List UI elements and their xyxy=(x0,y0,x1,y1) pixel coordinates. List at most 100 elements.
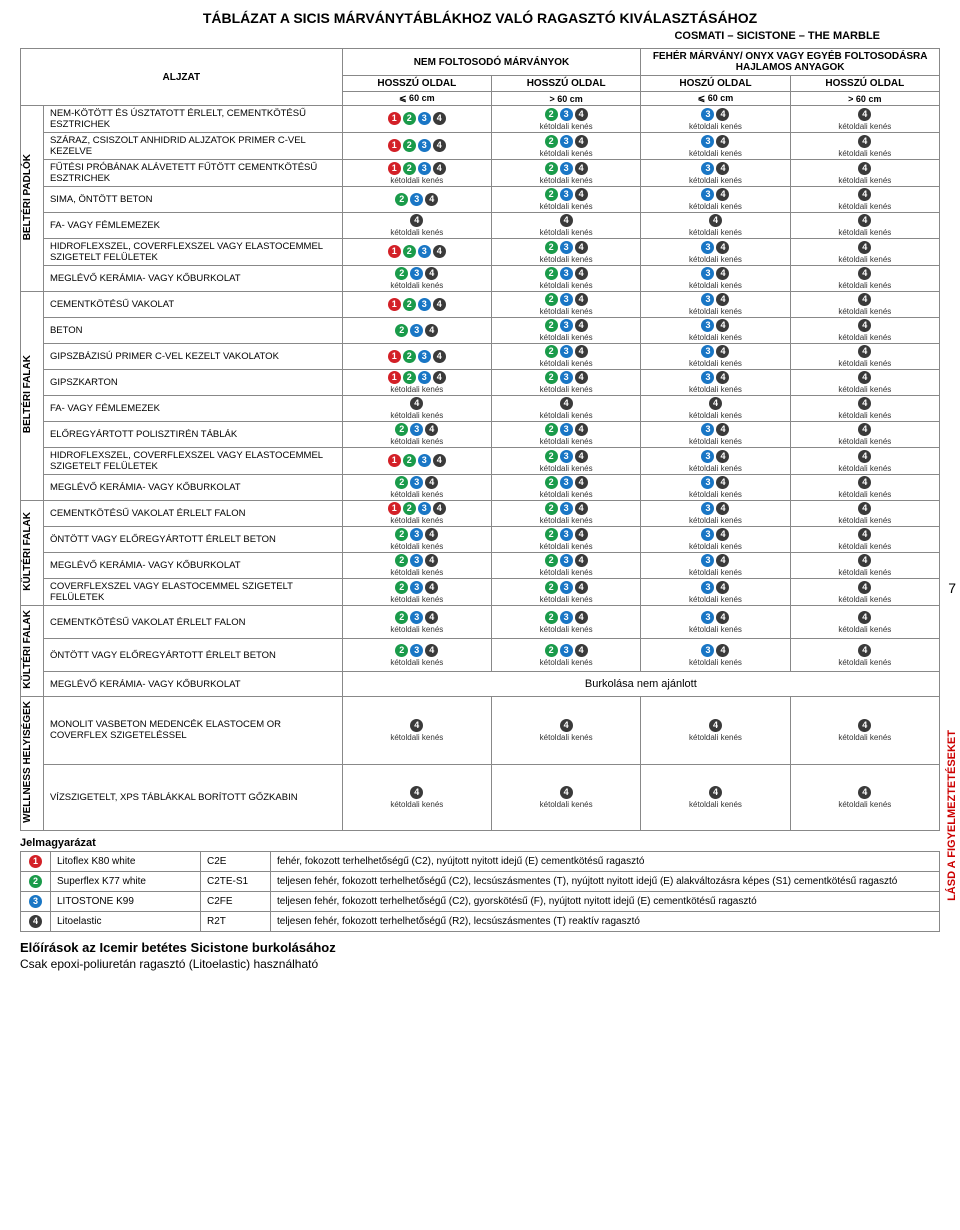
data-cell: 4kétoldali kenés xyxy=(790,579,939,606)
data-cell: 34kétoldali kenés xyxy=(641,370,790,396)
data-cell: 4kétoldali kenés xyxy=(342,764,491,830)
section-label: KÜLTÉRI FALAK xyxy=(21,606,44,697)
c3a: HOSZÚ OLDAL xyxy=(641,76,790,92)
data-cell: 1234 xyxy=(342,239,491,266)
data-cell: 4kétoldali kenés xyxy=(790,553,939,579)
row-label: MEGLÉVŐ KERÁMIA- VAGY KŐBURKOLAT xyxy=(43,553,342,579)
data-cell: 4kétoldali kenés xyxy=(790,501,939,527)
data-cell: 4kétoldali kenés xyxy=(790,527,939,553)
data-cell: 234kétoldali kenés xyxy=(491,344,640,370)
data-cell: 34kétoldali kenés xyxy=(641,318,790,344)
data-cell: 4kétoldali kenés xyxy=(342,396,491,422)
data-cell: 234kétoldali kenés xyxy=(342,553,491,579)
data-cell: 4kétoldali kenés xyxy=(790,422,939,448)
legend-name: Litoelastic xyxy=(51,911,201,931)
data-cell: 4kétoldali kenés xyxy=(491,764,640,830)
data-cell: 234kétoldali kenés xyxy=(491,133,640,160)
page: TÁBLÁZAT A SICIS MÁRVÁNYTÁBLÁKHOZ VALÓ R… xyxy=(0,0,960,981)
section-label: KÜLTÉRI FALAK xyxy=(21,501,44,606)
data-cell: 4kétoldali kenés xyxy=(790,475,939,501)
c2b: > 60 cm xyxy=(491,92,640,106)
data-cell: 1234 xyxy=(342,344,491,370)
c4b: > 60 cm xyxy=(790,92,939,106)
not-recommended: Burkolása nem ajánlott xyxy=(342,672,939,696)
data-cell: 234kétoldali kenés xyxy=(491,606,640,639)
data-cell: 234kétoldali kenés xyxy=(342,606,491,639)
row-label: ÖNTÖTT VAGY ELŐREGYÁRTOTT ÉRLELT BETON xyxy=(43,527,342,553)
data-cell: 4kétoldali kenés xyxy=(790,133,939,160)
data-cell: 234kétoldali kenés xyxy=(491,501,640,527)
data-cell: 4kétoldali kenés xyxy=(491,213,640,239)
data-cell: 234kétoldali kenés xyxy=(342,579,491,606)
row-label: MEGLÉVŐ KERÁMIA- VAGY KŐBURKOLAT xyxy=(43,672,342,696)
c1a: HOSSZÚ OLDAL xyxy=(342,76,491,92)
legend-table: 1Litoflex K80 whiteC2Efehér, fokozott te… xyxy=(20,851,940,932)
data-cell: 234kétoldali kenés xyxy=(491,553,640,579)
legend-dot: 1 xyxy=(21,851,51,871)
legend-name: Superflex K77 white xyxy=(51,871,201,891)
footer-line-1: Előírások az Icemir betétes Sicistone bu… xyxy=(20,940,940,955)
row-label: NEM-KÖTÖTT ÉS ÚSZTATOTT ÉRLELT, CEMENTKÖ… xyxy=(43,106,342,133)
data-cell: 234kétoldali kenés xyxy=(491,292,640,318)
legend-desc: teljesen fehér, fokozott terhelhetőségű … xyxy=(271,911,940,931)
data-cell: 4kétoldali kenés xyxy=(790,696,939,764)
data-cell: 4kétoldali kenés xyxy=(342,213,491,239)
data-cell: 234kétoldali kenés xyxy=(342,475,491,501)
row-label: HIDROFLEXSZEL, COVERFLEXSZEL VAGY ELASTO… xyxy=(43,448,342,475)
row-label: ELŐREGYÁRTOTT POLISZTIRÉN TÁBLÁK xyxy=(43,422,342,448)
data-cell: 34kétoldali kenés xyxy=(641,639,790,672)
row-label: SIMA, ÖNTÖTT BETON xyxy=(43,187,342,213)
data-cell: 1234 xyxy=(342,292,491,318)
data-cell: 34kétoldali kenés xyxy=(641,106,790,133)
data-cell: 234kétoldali kenés xyxy=(342,527,491,553)
data-cell: 4kétoldali kenés xyxy=(790,396,939,422)
legend-desc: teljesen fehér, fokozott terhelhetőségű … xyxy=(271,891,940,911)
data-cell: 34kétoldali kenés xyxy=(641,239,790,266)
main-table: ALJZAT NEM FOLTOSODÓ MÁRVÁNYOK FEHÉR MÁR… xyxy=(20,48,940,831)
data-cell: 4kétoldali kenés xyxy=(641,764,790,830)
data-cell: 234kétoldali kenés xyxy=(491,106,640,133)
data-cell: 34kétoldali kenés xyxy=(641,266,790,292)
data-cell: 34kétoldali kenés xyxy=(641,344,790,370)
data-cell: 34kétoldali kenés xyxy=(641,527,790,553)
legend-desc: fehér, fokozott terhelhetőségű (C2), nyú… xyxy=(271,851,940,871)
row-label: GIPSZKARTON xyxy=(43,370,342,396)
legend-code: C2E xyxy=(201,851,271,871)
data-cell: 234kétoldali kenés xyxy=(491,187,640,213)
data-cell: 1234kétoldali kenés xyxy=(342,501,491,527)
section-label: BELTÉRI PADLÓK xyxy=(21,106,44,292)
data-cell: 4kétoldali kenés xyxy=(641,213,790,239)
data-cell: 4kétoldali kenés xyxy=(790,606,939,639)
row-label: MEGLÉVŐ KERÁMIA- VAGY KŐBURKOLAT xyxy=(43,475,342,501)
c4a: HOSSZÚ OLDAL xyxy=(790,76,939,92)
row-label: COVERFLEXSZEL VAGY ELASTOCEMMEL SZIGETEL… xyxy=(43,579,342,606)
row-label: FA- VAGY FÉMLEMEZEK xyxy=(43,213,342,239)
data-cell: 4kétoldali kenés xyxy=(790,160,939,187)
data-cell: 4kétoldali kenés xyxy=(491,696,640,764)
section-label: WELLNESS HELYISÉGEK xyxy=(21,696,44,830)
data-cell: 234kétoldali kenés xyxy=(491,527,640,553)
data-cell: 34kétoldali kenés xyxy=(641,160,790,187)
data-cell: 4kétoldali kenés xyxy=(342,696,491,764)
data-cell: 234kétoldali kenés xyxy=(491,639,640,672)
legend-desc: teljesen fehér, fokozott terhelhetőségű … xyxy=(271,871,940,891)
data-cell: 1234kétoldali kenés xyxy=(342,160,491,187)
data-cell: 4kétoldali kenés xyxy=(790,344,939,370)
data-cell: 234kétoldali kenés xyxy=(491,370,640,396)
data-cell: 4kétoldali kenés xyxy=(641,696,790,764)
legend-dot: 2 xyxy=(21,871,51,891)
footer-line-2: Csak epoxi-poliuretán ragasztó (Litoelas… xyxy=(20,957,940,971)
hdr-nemfolt: NEM FOLTOSODÓ MÁRVÁNYOK xyxy=(342,49,641,76)
data-cell: 4kétoldali kenés xyxy=(790,292,939,318)
row-label: SZÁRAZ, CSISZOLT ANHIDRID ALJZATOK PRIME… xyxy=(43,133,342,160)
data-cell: 4kétoldali kenés xyxy=(790,106,939,133)
legend-dot: 4 xyxy=(21,911,51,931)
data-cell: 234kétoldali kenés xyxy=(342,266,491,292)
data-cell: 34kétoldali kenés xyxy=(641,579,790,606)
row-label: CEMENTKÖTÉSŰ VAKOLAT ÉRLELT FALON xyxy=(43,501,342,527)
data-cell: 1234kétoldali kenés xyxy=(342,370,491,396)
row-label: BETON xyxy=(43,318,342,344)
data-cell: 1234 xyxy=(342,448,491,475)
page-number: 7 xyxy=(948,580,956,596)
data-cell: 234kétoldali kenés xyxy=(491,318,640,344)
